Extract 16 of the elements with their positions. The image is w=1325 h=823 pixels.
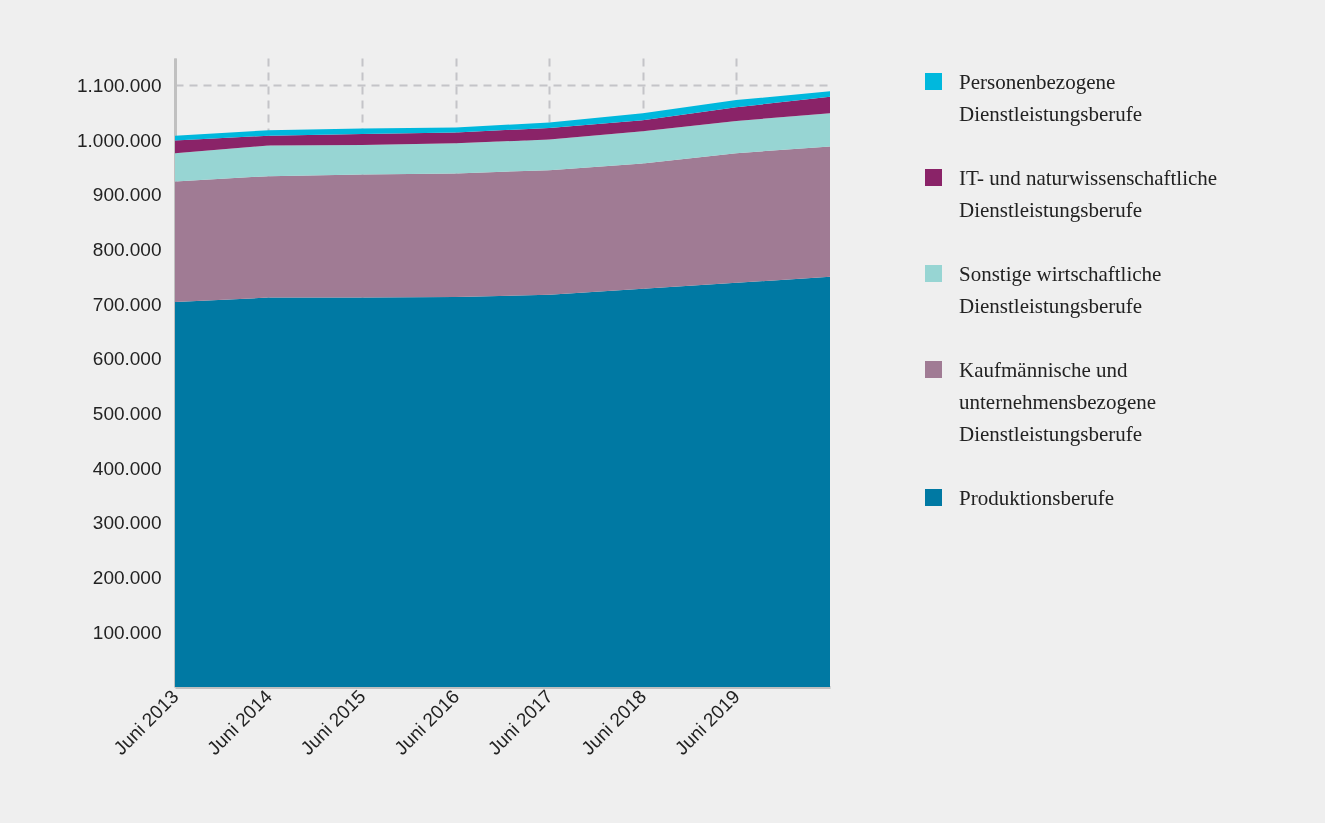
y-tick-label: 300.000 [92, 512, 162, 534]
y-tick-label: 1.100.000 [76, 74, 162, 96]
y-tick-label: 700.000 [92, 293, 162, 315]
y-tick-label: 600.000 [92, 348, 162, 370]
y-tick-label: 200.000 [92, 567, 162, 589]
y-tick-label: 400.000 [92, 457, 162, 479]
y-tick-label: 900.000 [92, 184, 162, 206]
legend-label: Sonstige wirtschaftliche Dienstleistungsberufe [959, 261, 1163, 320]
y-tick-label: 800.000 [92, 238, 162, 260]
legend-label: Kaufmännische und unternehmensbezogene Dienstleistungsberufe [959, 357, 1158, 448]
y-tick-label: 1.000.000 [76, 129, 162, 151]
y-tick-label: 500.000 [92, 403, 162, 425]
legend-label: Produktionsberufe [959, 485, 1115, 512]
legend-label: IT- und naturwissenschaftliche Dienstleistungsberufe [959, 165, 1219, 224]
legend-label: Personenbezogene Dienstleistungsberufe [959, 69, 1144, 128]
y-tick-label: 100.000 [92, 621, 162, 643]
